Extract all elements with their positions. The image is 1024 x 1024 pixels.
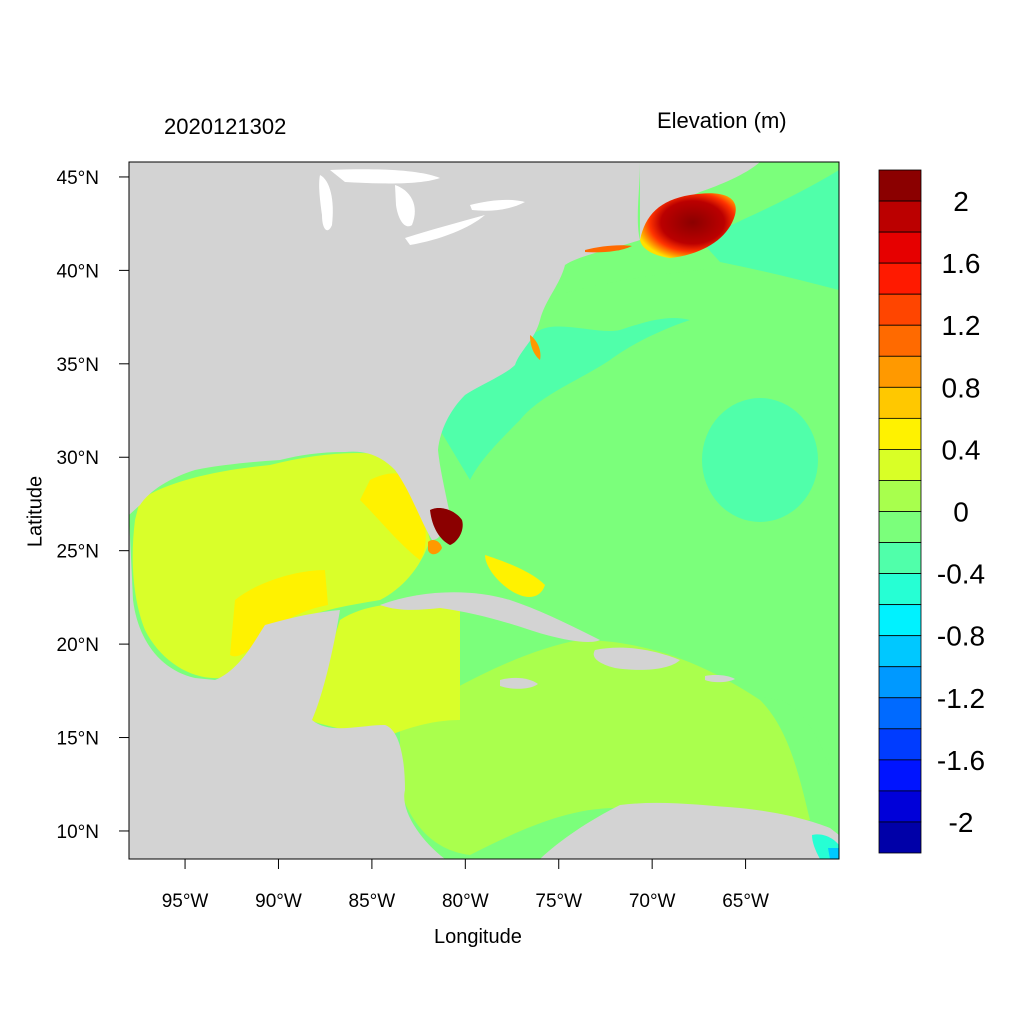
x-tick-label: 80°W <box>442 891 489 912</box>
western-caribbean <box>310 603 460 740</box>
colorbar: 2 1.6 1.2 0.8 0.4 0 -0.4 -0.8 -1.2 -1.6 -2 <box>878 169 985 854</box>
y-tick-label: 45°N <box>57 168 99 189</box>
caribbean-sea <box>400 640 810 855</box>
lake-michigan <box>319 175 333 231</box>
colorbar-swatch <box>878 417 922 450</box>
colorbar-label: -0.8 <box>937 621 985 652</box>
y-tick-label: 35°N <box>57 355 99 376</box>
lake-erie <box>405 215 485 245</box>
colorbar-swatch <box>878 511 922 543</box>
jamaica-land <box>500 677 538 689</box>
x-tick-label: 65°W <box>722 891 769 912</box>
y-tick-label: 10°N <box>57 822 99 843</box>
colorbar-swatch <box>878 821 922 854</box>
colorbar-swatch <box>878 790 922 823</box>
map-area <box>129 162 839 859</box>
y-tick-label: 20°N <box>57 635 99 656</box>
colorbar-swatch <box>878 262 922 295</box>
colorbar-swatch <box>878 324 922 357</box>
colorbar-swatch <box>878 293 922 326</box>
colorbar-label: 2 <box>953 186 969 217</box>
colorbar-label: 1.6 <box>942 248 981 279</box>
cuba-land <box>380 592 600 642</box>
lake-huron <box>395 185 415 227</box>
sargasso-eddy <box>702 398 818 522</box>
x-tick-label: 70°W <box>629 891 676 912</box>
colorbar-swatch <box>878 355 922 388</box>
y-tick-label: 15°N <box>57 729 99 750</box>
plot-frame <box>128 161 840 860</box>
long-island-sound <box>585 245 632 253</box>
gulf-of-maine-surge <box>640 193 736 258</box>
west-florida-shelf <box>360 473 426 560</box>
colorbar-swatch <box>878 169 922 202</box>
colorbar-swatch <box>878 386 922 419</box>
colorbar-label: 0.8 <box>942 372 981 403</box>
colorbar-swatch <box>878 635 922 668</box>
colorbar-swatch <box>878 666 922 699</box>
colorbar-swatch <box>878 231 922 264</box>
x-tick-label: 95°W <box>162 891 209 912</box>
colorbar-label: -2 <box>949 807 974 838</box>
x-tick-label: 75°W <box>535 891 582 912</box>
gulf-of-mexico <box>132 453 430 679</box>
y-tick-label: 30°N <box>57 448 99 469</box>
east-corner-lower <box>828 848 839 859</box>
lake-superior <box>330 169 440 184</box>
colorbar-swatch <box>878 728 922 761</box>
bahama-banks <box>485 555 545 597</box>
x-tick-label: 85°W <box>349 891 396 912</box>
colorbar-swatch <box>878 573 922 606</box>
colorbar-swatch <box>878 697 922 730</box>
colorbar-swatch <box>878 604 922 637</box>
campeche-bank <box>230 570 328 657</box>
y-axis-ticks: 10°N 15°N 20°N 25°N 30°N 35°N 40°N 45°N <box>57 168 129 843</box>
colorbar-swatch <box>878 200 922 233</box>
colorbar-label: -1.2 <box>937 683 985 714</box>
colorbar-label: -1.6 <box>937 745 985 776</box>
x-tick-label: 90°W <box>255 891 302 912</box>
y-tick-label: 25°N <box>57 542 99 563</box>
north-america-land <box>129 162 640 540</box>
chesapeake-bay <box>530 335 541 360</box>
x-axis-label: Longitude <box>434 926 522 948</box>
colorbar-swatch <box>878 449 922 481</box>
atlantic-northeast-band <box>700 170 839 290</box>
colorbar-swatch <box>878 759 922 792</box>
colorbar-swatch <box>878 542 922 574</box>
south-america-land <box>540 802 839 859</box>
colorbar-swatch <box>878 480 922 512</box>
plot-left-title: 2020121302 <box>164 114 287 139</box>
florida-keys-surge <box>428 540 442 555</box>
x-axis-ticks: 95°W 90°W 85°W 80°W 75°W 70°W 65°W <box>162 859 769 912</box>
lake-ontario <box>470 199 525 211</box>
colorbar-label: 0.4 <box>942 434 981 465</box>
mexico-central-america-land <box>129 515 445 859</box>
y-tick-label: 40°N <box>57 261 99 282</box>
south-florida-surge <box>430 508 463 545</box>
new-england-land <box>640 162 760 243</box>
colorbar-label: -0.4 <box>937 559 985 590</box>
puerto-rico-land <box>705 675 735 683</box>
colorbar-label: 1.2 <box>942 310 981 341</box>
colorbar-label: 0 <box>953 497 969 528</box>
plot-right-title: Elevation (m) <box>657 108 787 133</box>
hispaniola-land <box>593 647 680 670</box>
